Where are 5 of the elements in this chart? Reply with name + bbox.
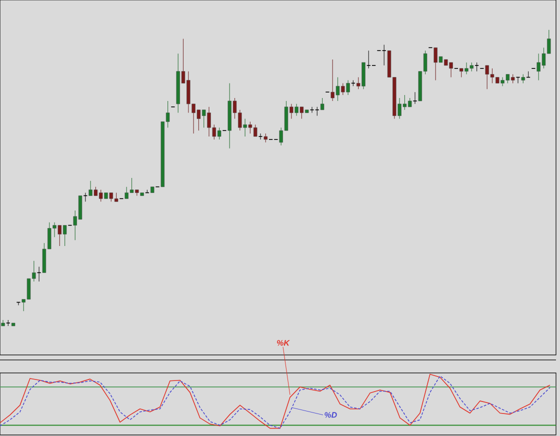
legend-label: %D [324,412,337,418]
text: %K [276,340,290,346]
candlestick [320,98,324,110]
candlestick [258,133,263,140]
candlestick [412,92,418,104]
